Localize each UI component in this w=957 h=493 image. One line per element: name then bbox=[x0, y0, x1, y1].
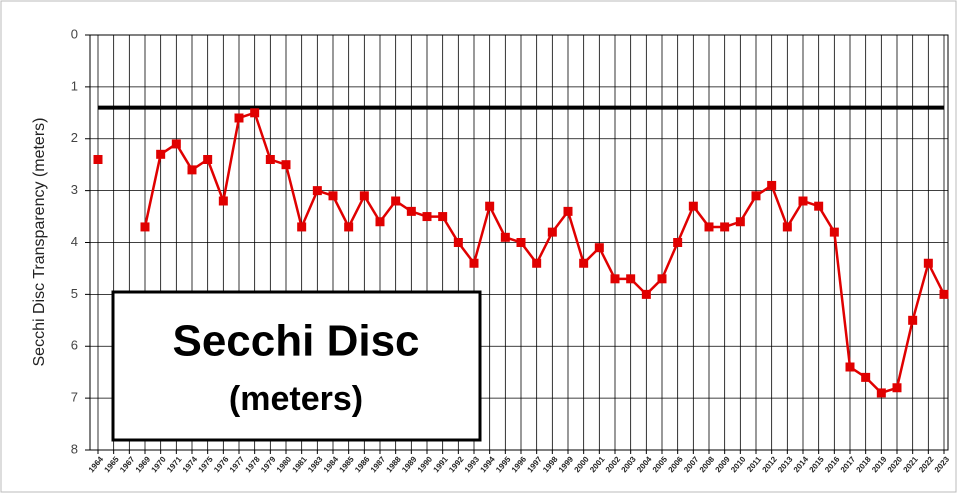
point-marker bbox=[782, 222, 792, 232]
y-tick-label: 4 bbox=[71, 234, 78, 249]
point-marker bbox=[767, 180, 777, 190]
point-marker bbox=[547, 227, 557, 237]
y-tick-label: 7 bbox=[71, 390, 78, 405]
point-marker bbox=[453, 238, 463, 247]
point-marker bbox=[861, 372, 871, 382]
point-marker bbox=[579, 258, 589, 268]
point-marker bbox=[892, 383, 902, 393]
point-marker bbox=[923, 258, 933, 268]
y-tick-label: 1 bbox=[71, 78, 78, 93]
point-marker bbox=[500, 232, 510, 242]
annotation-box bbox=[111, 290, 482, 442]
point-marker bbox=[720, 222, 730, 232]
point-marker bbox=[391, 196, 401, 206]
series-line bbox=[143, 111, 946, 395]
point-marker bbox=[187, 165, 197, 175]
point-marker bbox=[312, 186, 322, 196]
point-marker bbox=[234, 113, 244, 123]
point-marker bbox=[406, 206, 416, 216]
point-marker bbox=[704, 222, 714, 232]
point-marker bbox=[438, 212, 448, 222]
y-tick-label: 0 bbox=[71, 26, 78, 41]
point-marker bbox=[751, 191, 761, 201]
point-marker bbox=[939, 289, 949, 299]
point-marker bbox=[171, 139, 181, 149]
point-marker bbox=[469, 258, 479, 268]
point-marker bbox=[641, 289, 651, 299]
point-marker bbox=[140, 222, 150, 232]
point-marker bbox=[845, 362, 855, 372]
point-marker bbox=[375, 217, 385, 227]
point-marker bbox=[203, 155, 213, 164]
point-marker bbox=[594, 243, 604, 253]
y-tick-label: 3 bbox=[71, 182, 78, 197]
point-marker bbox=[422, 212, 432, 222]
annotation-title: Secchi Disc bbox=[172, 317, 419, 366]
annotation-subtitle: (meters) bbox=[229, 380, 363, 418]
point-marker bbox=[516, 238, 526, 247]
point-marker bbox=[673, 238, 683, 247]
y-tick-label: 6 bbox=[71, 338, 78, 353]
point-marker bbox=[359, 191, 369, 201]
point-marker bbox=[876, 388, 886, 398]
point-marker bbox=[265, 155, 275, 164]
point-marker bbox=[485, 201, 495, 211]
point-marker bbox=[610, 274, 620, 284]
point-marker bbox=[814, 201, 824, 211]
point-marker bbox=[218, 196, 228, 206]
point-marker bbox=[250, 108, 260, 118]
y-axis-label: Secchi Disc Transparency (meters) bbox=[31, 118, 48, 367]
point-marker bbox=[829, 227, 839, 237]
point-marker bbox=[626, 274, 636, 284]
point-marker bbox=[93, 155, 103, 164]
point-marker bbox=[688, 201, 698, 211]
point-marker bbox=[798, 196, 808, 206]
point-marker bbox=[908, 315, 918, 325]
point-marker bbox=[328, 191, 338, 201]
point-marker bbox=[657, 274, 667, 284]
point-marker bbox=[281, 160, 291, 170]
point-marker bbox=[344, 222, 354, 232]
y-tick-label: 5 bbox=[71, 286, 78, 301]
point-marker bbox=[563, 206, 573, 216]
point-marker bbox=[297, 222, 307, 232]
point-marker bbox=[532, 258, 542, 268]
y-tick-label: 8 bbox=[71, 441, 78, 456]
y-tick-label: 2 bbox=[71, 130, 78, 145]
point-marker bbox=[735, 217, 745, 227]
point-marker bbox=[156, 149, 166, 159]
